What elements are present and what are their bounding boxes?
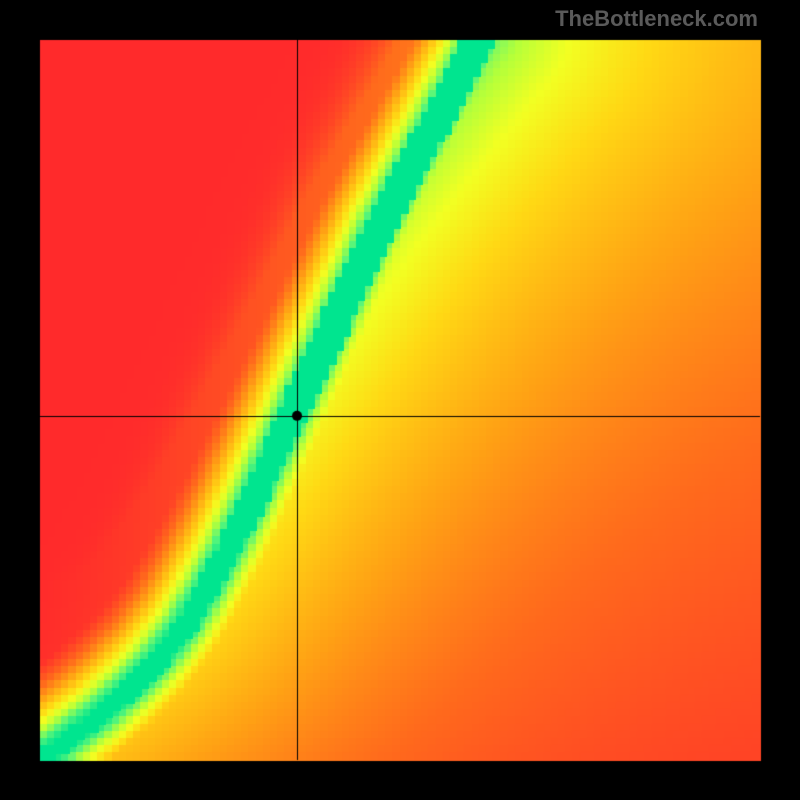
bottleneck-heatmap (0, 0, 800, 800)
chart-container: TheBottleneck.com (0, 0, 800, 800)
watermark-text: TheBottleneck.com (555, 6, 758, 32)
